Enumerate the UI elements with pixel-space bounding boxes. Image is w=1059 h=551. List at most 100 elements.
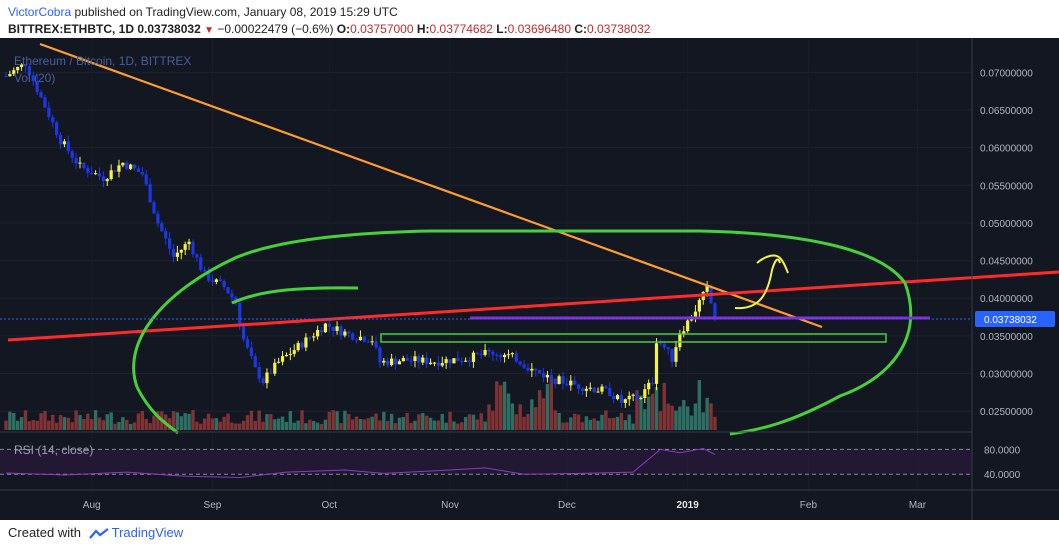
candle-body — [506, 354, 511, 356]
candle-body — [55, 122, 59, 135]
close-value: 0.03738032 — [587, 22, 651, 36]
candle-body — [86, 167, 90, 173]
volume-bar — [713, 416, 717, 430]
volume-bar — [658, 411, 663, 430]
candle-body — [666, 347, 670, 349]
time-tick-label: Oct — [322, 500, 338, 511]
candle-body — [705, 285, 709, 292]
candle-body — [460, 361, 464, 363]
time-tick-label: Dec — [558, 500, 576, 511]
price-tick-label: 0.03500000 — [980, 332, 1033, 343]
volume-bar — [526, 413, 530, 430]
chart-background — [0, 38, 1059, 520]
candle-body — [12, 70, 16, 75]
candle-body — [580, 388, 585, 391]
volume-bar — [565, 422, 569, 430]
candle-body — [495, 354, 499, 356]
volume-bar — [273, 419, 277, 430]
candle-body — [518, 361, 522, 365]
candle-body — [596, 391, 600, 393]
candle-body — [366, 341, 370, 343]
candle-body — [90, 172, 94, 175]
candle-body — [121, 162, 125, 166]
candle-body — [417, 356, 421, 363]
candle-body — [576, 384, 581, 389]
candle-body — [308, 337, 312, 339]
candle-body — [222, 281, 226, 288]
candle-body — [4, 76, 8, 78]
volume-bar — [386, 420, 390, 430]
low-value: 0.03696480 — [507, 22, 572, 36]
candle-body — [561, 376, 565, 384]
volume-bar — [331, 410, 335, 430]
volume-bar — [553, 410, 557, 430]
author-name[interactable]: VictorCobra — [8, 5, 72, 19]
volume-bar — [296, 420, 300, 430]
volume-bar — [132, 422, 137, 430]
candle-body — [125, 162, 129, 169]
volume-bar — [89, 418, 94, 430]
volume-bar — [421, 412, 425, 430]
candle-body — [327, 323, 331, 327]
candle-body — [335, 326, 339, 331]
time-tick-label: 2019 — [677, 500, 700, 511]
chart-title: Ethereum / Bitcoin, 1D, BITTREX — [14, 54, 191, 68]
ohlc-bar: BITTREX:ETHBTC, 1D 0.03738032 ▼ −0.00022… — [8, 22, 650, 36]
candle-body — [612, 396, 616, 400]
volume-bar — [191, 410, 195, 430]
volume-bar — [362, 419, 367, 430]
candle-body — [58, 134, 63, 145]
volume-bar — [249, 410, 254, 430]
volume-bar — [498, 385, 503, 430]
volume-bar — [487, 404, 491, 430]
red-trendline — [7, 270, 1059, 342]
candle-body — [440, 363, 444, 366]
volume-bar — [561, 422, 565, 430]
candle-body — [160, 223, 164, 232]
volume-bar — [600, 414, 604, 430]
candle-body — [230, 293, 234, 298]
volume-bar — [101, 420, 106, 430]
volume-bar — [93, 410, 98, 430]
volume-bar — [175, 412, 180, 430]
candle-body — [78, 162, 82, 164]
volume-bar — [378, 420, 382, 430]
volume-bar — [315, 422, 320, 430]
volume-bar — [8, 411, 12, 430]
candle-body — [557, 376, 561, 385]
volume-bar — [491, 410, 495, 430]
candle-body — [214, 279, 218, 282]
candle-body — [284, 354, 289, 357]
volume-bar — [31, 420, 35, 430]
volume-bar — [319, 423, 324, 430]
candle-body — [245, 339, 250, 348]
candle-body — [199, 257, 203, 270]
candle-body — [432, 362, 437, 364]
candle-body — [674, 347, 678, 362]
candle-body — [678, 334, 682, 348]
volume-bar — [300, 410, 304, 430]
candle-body — [312, 336, 316, 338]
volume-bar — [522, 416, 526, 430]
volume-bar — [654, 387, 659, 430]
chart-canvas[interactable]: 0.07000000 0.06500000 0.06000000 0.05500000… — [0, 38, 1059, 520]
candle-body — [374, 341, 378, 348]
candle-body — [183, 244, 187, 250]
candle-body — [164, 231, 168, 239]
candle-body — [686, 320, 690, 332]
volume-bar — [97, 417, 102, 430]
volume-bar — [218, 421, 222, 430]
candle-body — [487, 349, 491, 352]
candle-body — [167, 238, 172, 249]
candle-body — [97, 173, 102, 177]
candle-body — [491, 351, 495, 355]
candle-body — [541, 373, 546, 378]
volume-bar — [261, 421, 265, 430]
rsi-tick-label: 80.0000 — [984, 445, 1021, 456]
candle-body — [35, 81, 39, 93]
volume-bar — [424, 415, 429, 430]
candle-body — [140, 171, 144, 175]
candle-body — [425, 357, 429, 365]
tradingview-link[interactable]: TradingView — [111, 525, 184, 540]
volume-bar — [709, 403, 713, 430]
